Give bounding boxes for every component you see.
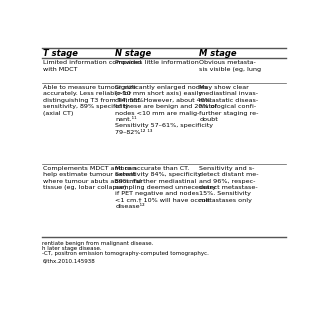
Text: -CT, positron emission tomography-computed tomographyc.: -CT, positron emission tomography-comput… (42, 251, 209, 256)
Text: M stage: M stage (199, 49, 237, 58)
Text: rentiate benign from malignant disease.: rentiate benign from malignant disease. (42, 241, 154, 246)
Text: Provides little information: Provides little information (115, 60, 199, 65)
Text: Obvious metasta-
sis visible (eg, lung: Obvious metasta- sis visible (eg, lung (199, 60, 261, 72)
Text: 6/thx.2010.145938: 6/thx.2010.145938 (42, 259, 95, 264)
Text: Able to measure tumour size
accurately. Less reliable for
distinguishing T3 from: Able to measure tumour size accurately. … (44, 85, 144, 116)
Text: More accurate than CT.
Sensitivity 84%, specificity
89%. Further mediastinal
sam: More accurate than CT. Sensitivity 84%, … (115, 166, 216, 209)
Text: May show clear
mediastinal invas-
metastatic diseas-
histological confi-
further: May show clear mediastinal invas- metast… (199, 85, 259, 122)
Text: T stage: T stage (44, 49, 78, 58)
Text: h later stage disease.: h later stage disease. (42, 246, 102, 251)
Text: Significantly enlarged nodes
(>10 mm short axis) easily
defined. However, about : Significantly enlarged nodes (>10 mm sho… (115, 85, 217, 135)
Text: N stage: N stage (115, 49, 151, 58)
Text: Complements MDCT and can
help estimate tumour extent
where tumour abuts abnormal: Complements MDCT and can help estimate t… (44, 166, 142, 190)
Text: Limited information compared
with MDCT: Limited information compared with MDCT (44, 60, 142, 72)
Text: Sensitivity and s-
detect distant me-
and 96%, respec-
detect metastase-
15%. Se: Sensitivity and s- detect distant me- an… (199, 166, 259, 203)
